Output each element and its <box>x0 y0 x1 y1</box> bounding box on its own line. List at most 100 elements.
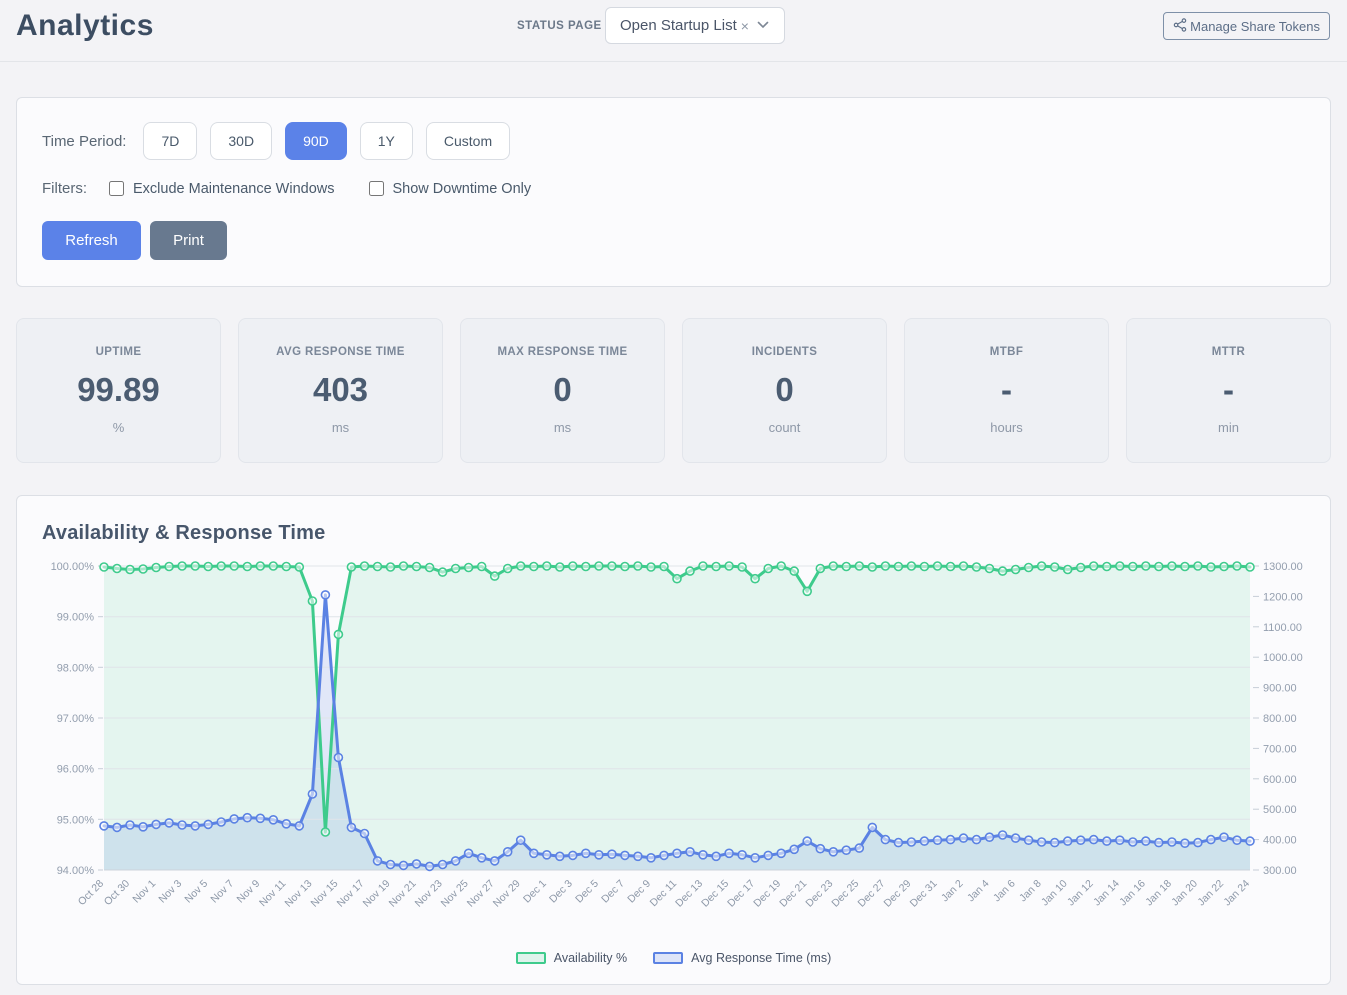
stat-label: INCIDENTS <box>751 346 818 358</box>
svg-text:Nov 29: Nov 29 <box>491 878 523 910</box>
chart-panel: Availability & Response Time 100.00% 99.0… <box>16 495 1331 985</box>
svg-text:Nov 25: Nov 25 <box>439 878 471 910</box>
exclude-maintenance-checkbox[interactable]: Exclude Maintenance Windows <box>109 181 335 197</box>
svg-text:Dec 7: Dec 7 <box>599 878 627 906</box>
svg-text:Dec 27: Dec 27 <box>856 878 888 910</box>
app-header: Analytics STATUS PAGE Open Startup List … <box>0 0 1347 62</box>
svg-text:Jan 16: Jan 16 <box>1117 878 1148 909</box>
svg-text:Dec 13: Dec 13 <box>673 878 705 910</box>
manage-share-tokens-label: Manage Share Tokens <box>1190 18 1320 34</box>
svg-text:1100.00: 1100.00 <box>1263 622 1302 634</box>
svg-text:98.00%: 98.00% <box>57 662 95 674</box>
stats-cards: UPTIME 99.89 % AVG RESPONSE TIME 403 ms … <box>16 318 1331 463</box>
svg-text:Dec 25: Dec 25 <box>829 878 861 910</box>
stat-card-mtbf: MTBF - hours <box>904 318 1109 463</box>
time-period-row: Time Period: 7D 30D 90D 1Y Custom <box>42 122 1305 160</box>
svg-text:Jan 22: Jan 22 <box>1195 878 1226 909</box>
stat-card-mttr: MTTR - min <box>1126 318 1331 463</box>
svg-text:400.00: 400.00 <box>1263 835 1297 847</box>
period-button-7d[interactable]: 7D <box>143 122 198 160</box>
stat-unit: min <box>1218 420 1239 435</box>
svg-text:800.00: 800.00 <box>1263 713 1297 725</box>
show-downtime-checkbox[interactable]: Show Downtime Only <box>368 180 532 197</box>
svg-text:1200.00: 1200.00 <box>1263 591 1303 603</box>
manage-share-tokens-button[interactable]: Manage Share Tokens <box>1163 12 1330 40</box>
svg-text:Jan 4: Jan 4 <box>965 878 992 905</box>
svg-text:Jan 18: Jan 18 <box>1143 878 1174 909</box>
filter-panel: Time Period: 7D 30D 90D 1Y Custom Filter… <box>16 97 1331 287</box>
svg-text:Jan 24: Jan 24 <box>1221 878 1252 909</box>
svg-text:600.00: 600.00 <box>1263 774 1297 786</box>
svg-text:99.00%: 99.00% <box>57 612 95 624</box>
stat-unit: % <box>112 420 125 435</box>
stat-value: 403 <box>312 371 369 408</box>
svg-text:Nov 23: Nov 23 <box>413 878 445 910</box>
availability-response-chart: 100.00% 99.00% 98.00% 97.00% 96.00% 95.00% 94.… <box>51 561 1303 910</box>
period-button-30d[interactable]: 30D <box>210 122 273 160</box>
stat-label: UPTIME <box>95 346 142 358</box>
time-period-label: Time Period: <box>42 132 127 150</box>
svg-text:94.00%: 94.00% <box>57 865 95 877</box>
svg-text:97.00%: 97.00% <box>57 713 95 725</box>
svg-text:95.00%: 95.00% <box>57 814 95 826</box>
response-time-legend-swatch <box>653 952 684 964</box>
svg-text:96.00%: 96.00% <box>57 764 95 776</box>
chevron-down-icon[interactable] <box>757 20 769 32</box>
svg-text:Nov 27: Nov 27 <box>465 878 497 910</box>
stat-card-max-response: MAX RESPONSE TIME 0 ms <box>460 318 665 463</box>
svg-text:Dec 31: Dec 31 <box>908 878 940 910</box>
stat-unit: ms <box>331 420 350 435</box>
show-downtime-label: Show Downtime Only <box>392 180 532 197</box>
legend-item-response-time: Avg Response Time (ms) <box>653 951 831 965</box>
svg-text:Nov 5: Nov 5 <box>182 878 210 906</box>
availability-legend-label: Availability % <box>553 951 628 965</box>
stat-value: 0 <box>775 371 794 408</box>
svg-text:Dec 23: Dec 23 <box>803 878 835 910</box>
status-page-select[interactable]: Open Startup List × <box>605 7 785 44</box>
svg-text:Jan 20: Jan 20 <box>1169 878 1200 909</box>
svg-text:Dec 29: Dec 29 <box>882 878 914 910</box>
show-downtime-checkbox-input[interactable] <box>368 181 384 196</box>
stat-label: MAX RESPONSE TIME <box>497 346 628 358</box>
svg-text:Jan 14: Jan 14 <box>1091 878 1122 909</box>
svg-text:Dec 5: Dec 5 <box>573 878 601 906</box>
clear-selection-icon[interactable]: × <box>740 17 749 34</box>
svg-text:Dec 15: Dec 15 <box>699 878 731 910</box>
svg-text:Oct 30: Oct 30 <box>102 878 132 908</box>
svg-text:Nov 19: Nov 19 <box>361 878 393 910</box>
svg-text:1300.00: 1300.00 <box>1263 561 1303 573</box>
exclude-maintenance-checkbox-input[interactable] <box>109 181 124 196</box>
svg-text:1000.00: 1000.00 <box>1263 652 1303 664</box>
stat-unit: count <box>768 420 801 435</box>
svg-text:Dec 21: Dec 21 <box>777 878 809 910</box>
response-time-legend-label: Avg Response Time (ms) <box>691 951 832 965</box>
refresh-button[interactable]: Refresh <box>42 221 141 260</box>
stat-value: 99.89 <box>77 371 160 408</box>
chart-legend: Availability % Avg Response Time (ms) <box>17 951 1330 965</box>
status-page-selected-value: Open Startup List <box>620 17 737 34</box>
stat-value: - <box>1001 371 1012 408</box>
share-icon <box>1173 17 1187 35</box>
svg-text:Nov 7: Nov 7 <box>208 878 236 906</box>
period-button-custom[interactable]: Custom <box>425 122 511 160</box>
svg-text:Nov 3: Nov 3 <box>156 878 184 906</box>
stat-unit: hours <box>990 420 1023 435</box>
svg-text:700.00: 700.00 <box>1263 743 1297 755</box>
svg-text:Dec 19: Dec 19 <box>751 878 783 910</box>
status-page-label: STATUS PAGE <box>517 20 602 32</box>
period-button-90d[interactable]: 90D <box>285 122 347 160</box>
availability-legend-swatch <box>515 952 546 964</box>
svg-text:300.00: 300.00 <box>1263 865 1297 877</box>
svg-text:Jan 12: Jan 12 <box>1065 878 1096 909</box>
stat-card-uptime: UPTIME 99.89 % <box>16 318 221 463</box>
svg-text:Nov 17: Nov 17 <box>335 878 367 910</box>
actions-row: Refresh Print <box>42 221 1305 260</box>
print-button[interactable]: Print <box>150 221 227 260</box>
filters-row: Filters: Exclude Maintenance Windows Sho… <box>42 180 1305 197</box>
stat-label: MTTR <box>1211 346 1246 358</box>
svg-text:Jan 6: Jan 6 <box>991 878 1018 905</box>
svg-text:Dec 11: Dec 11 <box>648 878 680 910</box>
svg-text:900.00: 900.00 <box>1263 683 1297 695</box>
period-button-1y[interactable]: 1Y <box>359 122 413 160</box>
svg-text:Nov 1: Nov 1 <box>130 878 158 906</box>
